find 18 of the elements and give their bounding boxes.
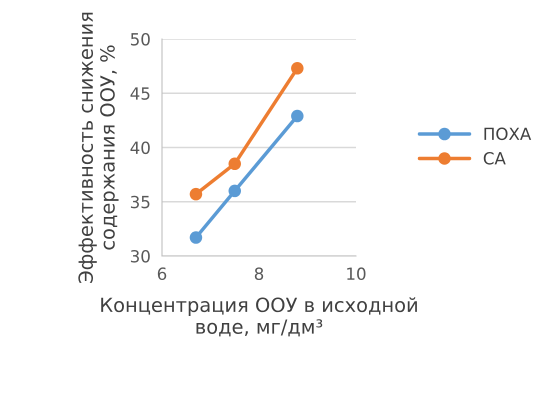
point [190,231,202,244]
x-tick-label: 8 [254,267,264,280]
y-tick-label: 40 [130,141,150,154]
x-tick-label: 6 [158,267,166,280]
point [291,62,304,75]
legend-label: СА [484,152,506,165]
legend-label: ПОХА [484,127,532,140]
point [228,158,241,170]
point [291,110,304,122]
x-tick-label: 10 [347,267,366,280]
y-tick-label: 45 [130,87,150,100]
y-axis-title: Эффективность снижения содержания ООУ, % [78,12,119,283]
x-axis-title: Концентрация ООУ в исходной воде, мг/дм³ [101,297,417,336]
point [190,188,202,200]
y-tick-label: 35 [130,196,150,208]
y-tick-label: 50 [130,32,150,46]
y-tick-label: 30 [130,250,150,263]
point [228,184,241,198]
